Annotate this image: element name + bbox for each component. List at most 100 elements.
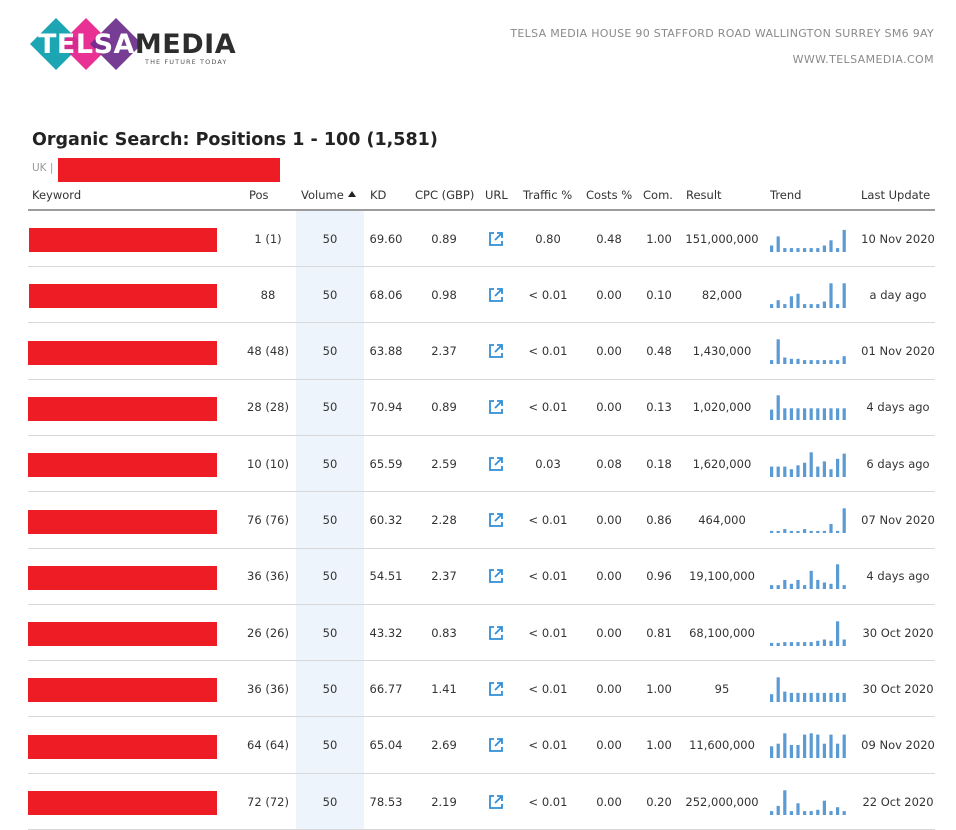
- trend-bar: [776, 585, 780, 590]
- cell-last-update: 10 Nov 2020: [861, 231, 935, 246]
- trend-bar: [783, 408, 787, 421]
- trend-bar: [829, 584, 833, 590]
- trend-sparkline: [770, 789, 846, 815]
- col-traffic[interactable]: Traffic %: [523, 188, 573, 202]
- table-row[interactable]: 48 (48) 50 63.88 2.37 < 0.01 0.00 0.48 1,430,00…: [28, 324, 935, 380]
- external-link-icon[interactable]: [487, 793, 505, 811]
- redacted-keyword: [28, 340, 217, 365]
- cell-cpc: 0.83: [431, 625, 457, 640]
- trend-bar: [842, 810, 846, 815]
- logo-tagline: THE FUTURE TODAY: [145, 58, 228, 66]
- cell-com: 0.13: [646, 400, 672, 415]
- col-pos[interactable]: Pos: [249, 188, 269, 202]
- external-link-icon[interactable]: [487, 286, 505, 304]
- cell-traffic: < 0.01: [528, 400, 568, 415]
- external-link-icon[interactable]: [487, 398, 505, 416]
- trend-bar: [809, 247, 813, 252]
- cell-pos: 28 (28): [247, 400, 289, 415]
- table-row[interactable]: 64 (64) 50 65.04 2.69 < 0.01 0.00 1.00 11,600,0…: [28, 718, 935, 774]
- cell-costs: 0.08: [596, 456, 622, 471]
- col-keyword[interactable]: Keyword: [32, 188, 82, 202]
- cell-last-update: 09 Nov 2020: [861, 738, 935, 753]
- table-row[interactable]: 72 (72) 50 78.53 2.19 < 0.01 0.00 0.20 252,000,…: [28, 774, 935, 830]
- cell-last-update: 30 Oct 2020: [862, 681, 934, 696]
- trend-bar: [809, 733, 813, 759]
- col-cpc[interactable]: CPC (GBP): [415, 188, 475, 202]
- external-link-icon[interactable]: [487, 736, 505, 754]
- table-row[interactable]: 36 (36) 50 54.51 2.37 < 0.01 0.00 0.96 19,100,0…: [28, 549, 935, 605]
- trend-bar: [822, 800, 826, 815]
- external-link-icon[interactable]: [487, 455, 505, 473]
- table-row[interactable]: 26 (26) 50 43.32 0.83 < 0.01 0.00 0.81 68,100,0…: [28, 605, 935, 662]
- external-link-icon[interactable]: [487, 230, 505, 248]
- external-link-icon[interactable]: [487, 624, 505, 642]
- col-com[interactable]: Com.: [643, 188, 673, 202]
- trend-bar: [836, 247, 840, 252]
- col-costs[interactable]: Costs %: [586, 188, 633, 202]
- table-row[interactable]: 76 (76) 50 60.32 2.28 < 0.01 0.00 0.86 464,000 0…: [28, 493, 935, 549]
- trend-bar: [836, 530, 840, 533]
- trend-bar: [809, 303, 813, 308]
- cell-pos: 26 (26): [247, 625, 289, 640]
- company-address: TELSA MEDIA HOUSE 90 STAFFORD ROAD WALLI…: [510, 27, 934, 40]
- trend-bar: [842, 453, 846, 477]
- trend-bar: [803, 585, 807, 590]
- table-row[interactable]: 88 50 68.06 0.98 < 0.01 0.00 0.10 82,000 a day a…: [28, 267, 935, 324]
- col-url[interactable]: URL: [485, 188, 508, 202]
- trend-bar: [770, 810, 774, 815]
- table-row[interactable]: 36 (36) 50 66.77 1.41 < 0.01 0.00 1.00 95 30 Oct…: [28, 661, 935, 718]
- trend-bar: [822, 408, 826, 421]
- cell-costs: 0.00: [596, 625, 622, 640]
- report-title: Organic Search: Positions 1 - 100 (1,581…: [32, 130, 438, 150]
- table-row[interactable]: 28 (28) 50 70.94 0.89 < 0.01 0.00 0.13 1,020,00…: [28, 380, 935, 436]
- cell-volume: 50: [322, 794, 338, 809]
- cell-pos: 88: [260, 287, 276, 302]
- cell-volume: 50: [322, 513, 338, 527]
- trend-bar: [803, 303, 807, 308]
- trend-bar: [770, 585, 774, 590]
- cell-volume: 50: [322, 681, 338, 696]
- trend-bar: [796, 692, 800, 702]
- trend-bar: [842, 283, 846, 308]
- trend-bar: [789, 745, 793, 759]
- col-result[interactable]: Result: [686, 188, 722, 202]
- trend-bar: [822, 530, 826, 533]
- trend-bar: [836, 458, 840, 477]
- external-link-icon[interactable]: [487, 567, 505, 585]
- trend-bar: [770, 466, 774, 477]
- trend-bar: [770, 245, 774, 252]
- external-link-icon[interactable]: [487, 342, 505, 360]
- cell-cpc: 2.37: [431, 569, 457, 584]
- trend-bar: [816, 360, 820, 365]
- cell-com: 0.48: [646, 344, 672, 359]
- col-last-update[interactable]: Last Update: [861, 188, 931, 202]
- table-row[interactable]: 1 (1) 50 69.60 0.89 0.80 0.48 1.00 151,000,000 1…: [28, 211, 935, 267]
- trend-bar: [789, 408, 793, 421]
- trend-bar: [789, 358, 793, 365]
- external-link-icon[interactable]: [487, 511, 505, 529]
- trend-bar: [836, 806, 840, 815]
- cell-traffic: < 0.01: [528, 287, 568, 302]
- cell-com: 1.00: [646, 231, 672, 246]
- trend-bar: [822, 639, 826, 646]
- cell-pos: 1 (1): [254, 231, 282, 246]
- cell-traffic: < 0.01: [528, 738, 568, 753]
- trend-bar: [789, 641, 793, 646]
- cell-pos: 10 (10): [247, 456, 289, 471]
- cell-pos: 36 (36): [247, 569, 289, 584]
- external-link-icon[interactable]: [487, 680, 505, 698]
- trend-sparkline: [770, 395, 846, 421]
- cell-kd: 65.59: [369, 456, 403, 471]
- trend-bar: [803, 641, 807, 646]
- table-row[interactable]: 10 (10) 50 65.59 2.59 0.03 0.08 0.18 1,620,000 6…: [28, 436, 935, 493]
- cell-traffic: < 0.01: [528, 681, 568, 696]
- trend-bar: [776, 530, 780, 533]
- col-volume[interactable]: Volume: [301, 188, 356, 202]
- col-kd[interactable]: KD: [370, 188, 387, 202]
- cell-costs: 0.00: [596, 569, 622, 584]
- trend-bar: [796, 641, 800, 646]
- trend-bar: [783, 247, 787, 252]
- cell-kd: 70.94: [369, 400, 403, 415]
- trend-bar: [816, 530, 820, 533]
- cell-pos: 48 (48): [247, 344, 289, 359]
